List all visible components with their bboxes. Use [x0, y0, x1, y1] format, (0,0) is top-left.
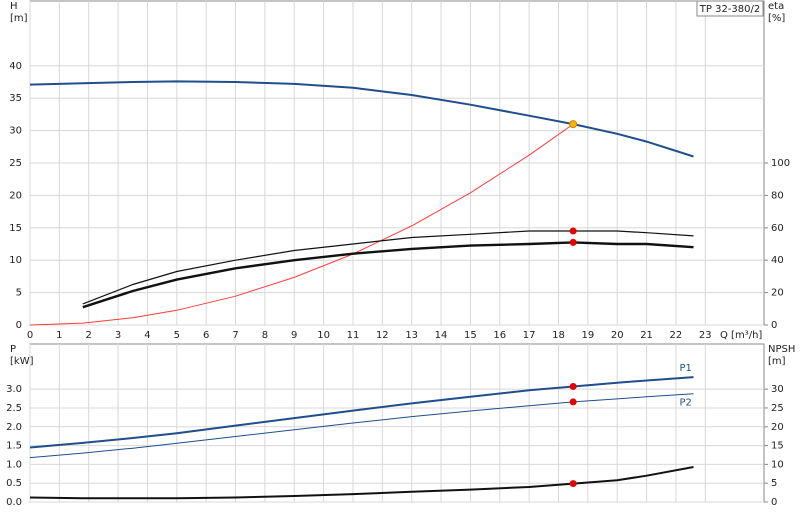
y-tick-label: 30: [9, 126, 22, 137]
plot-frame: [29, 343, 765, 503]
y-tick-label: 40: [9, 61, 22, 72]
x-tick-label: 22: [670, 330, 683, 341]
y2-tick-label: 0: [771, 320, 777, 331]
series-label: P2: [680, 398, 692, 409]
x-tick-label: 4: [144, 330, 150, 341]
x-tick-label: 15: [464, 330, 477, 341]
series-line: [29, 376, 694, 449]
y2-tick-label: 5: [771, 478, 777, 489]
series-label: P1: [680, 363, 692, 374]
series-line: [29, 80, 694, 158]
y-tick-label: 15: [9, 223, 22, 234]
y-tick-label: 1.5: [6, 441, 22, 452]
x-tick-label: 8: [262, 330, 268, 341]
series-line: [29, 123, 574, 326]
series-line: [29, 466, 694, 500]
x-tick-label: 17: [523, 330, 536, 341]
x-tick-label: 2: [86, 330, 92, 341]
y2-tick-label: 60: [771, 223, 784, 234]
x-tick-label: 16: [493, 330, 506, 341]
x-tick-label: 9: [291, 330, 297, 341]
y2-tick-label: 10: [771, 459, 784, 470]
x-tick-label: 13: [405, 330, 418, 341]
y-tick-label: 20: [9, 190, 22, 201]
y-tick-label: 1.0: [6, 459, 22, 470]
x-tick-label: 11: [347, 330, 360, 341]
y2-tick-label: 40: [771, 255, 784, 266]
operating-point: [569, 238, 577, 246]
y-tick-label: 3.0: [6, 384, 22, 395]
x-tick-label: 19: [581, 330, 594, 341]
x-tick-label: 5: [174, 330, 180, 341]
y-axis-label: [kW]: [10, 356, 34, 367]
series-line: [82, 230, 694, 305]
y-axis-label: [m]: [10, 13, 28, 24]
x-tick-label: 18: [552, 330, 565, 341]
x-tick-label: 20: [611, 330, 624, 341]
operating-point: [569, 398, 577, 406]
x-tick-label: 12: [376, 330, 389, 341]
y-axis-label: H: [10, 1, 18, 12]
y-axis-label: P: [10, 344, 16, 355]
y2-tick-label: 25: [771, 403, 784, 414]
operating-point: [569, 120, 578, 129]
y2-tick-label: 15: [771, 441, 784, 452]
y2-tick-label: 100: [771, 158, 790, 169]
y-tick-label: 10: [9, 255, 22, 266]
x-tick-label: 7: [232, 330, 238, 341]
y2-tick-label: 30: [771, 384, 784, 395]
operating-point: [569, 480, 577, 488]
y-tick-label: 2.5: [6, 403, 22, 414]
y2-axis-label: NPSH: [768, 344, 795, 355]
x-axis-label: Q [m³/h]: [720, 330, 762, 341]
y-tick-label: 0: [16, 320, 22, 331]
y2-axis-label: [%]: [768, 13, 785, 24]
y2-tick-label: 20: [771, 422, 784, 433]
y-tick-label: 2.0: [6, 422, 22, 433]
legend-label: TP 32-380/2: [699, 4, 760, 15]
x-tick-label: 0: [27, 330, 33, 341]
series-line: [29, 393, 694, 459]
legend-box: [696, 0, 764, 17]
x-tick-label: 14: [435, 330, 448, 341]
y2-axis-label: [m]: [768, 356, 786, 367]
x-tick-label: 21: [640, 330, 653, 341]
y-tick-label: 35: [9, 93, 22, 104]
y2-axis-label: eta: [768, 1, 784, 12]
x-tick-label: 1: [56, 330, 62, 341]
y2-tick-label: 80: [771, 190, 784, 201]
operating-point: [569, 383, 577, 391]
x-tick-label: 3: [115, 330, 121, 341]
y-tick-label: 5: [16, 288, 22, 299]
series-line: [82, 241, 694, 309]
y-tick-label: 25: [9, 158, 22, 169]
y2-tick-label: 0: [771, 497, 777, 508]
y2-tick-label: 20: [771, 288, 784, 299]
x-tick-label: 23: [699, 330, 712, 341]
x-tick-label: 10: [317, 330, 330, 341]
y-tick-label: 0.5: [6, 478, 22, 489]
operating-point: [569, 227, 577, 235]
y-tick-label: 0.0: [6, 497, 22, 508]
x-tick-label: 6: [203, 330, 209, 341]
